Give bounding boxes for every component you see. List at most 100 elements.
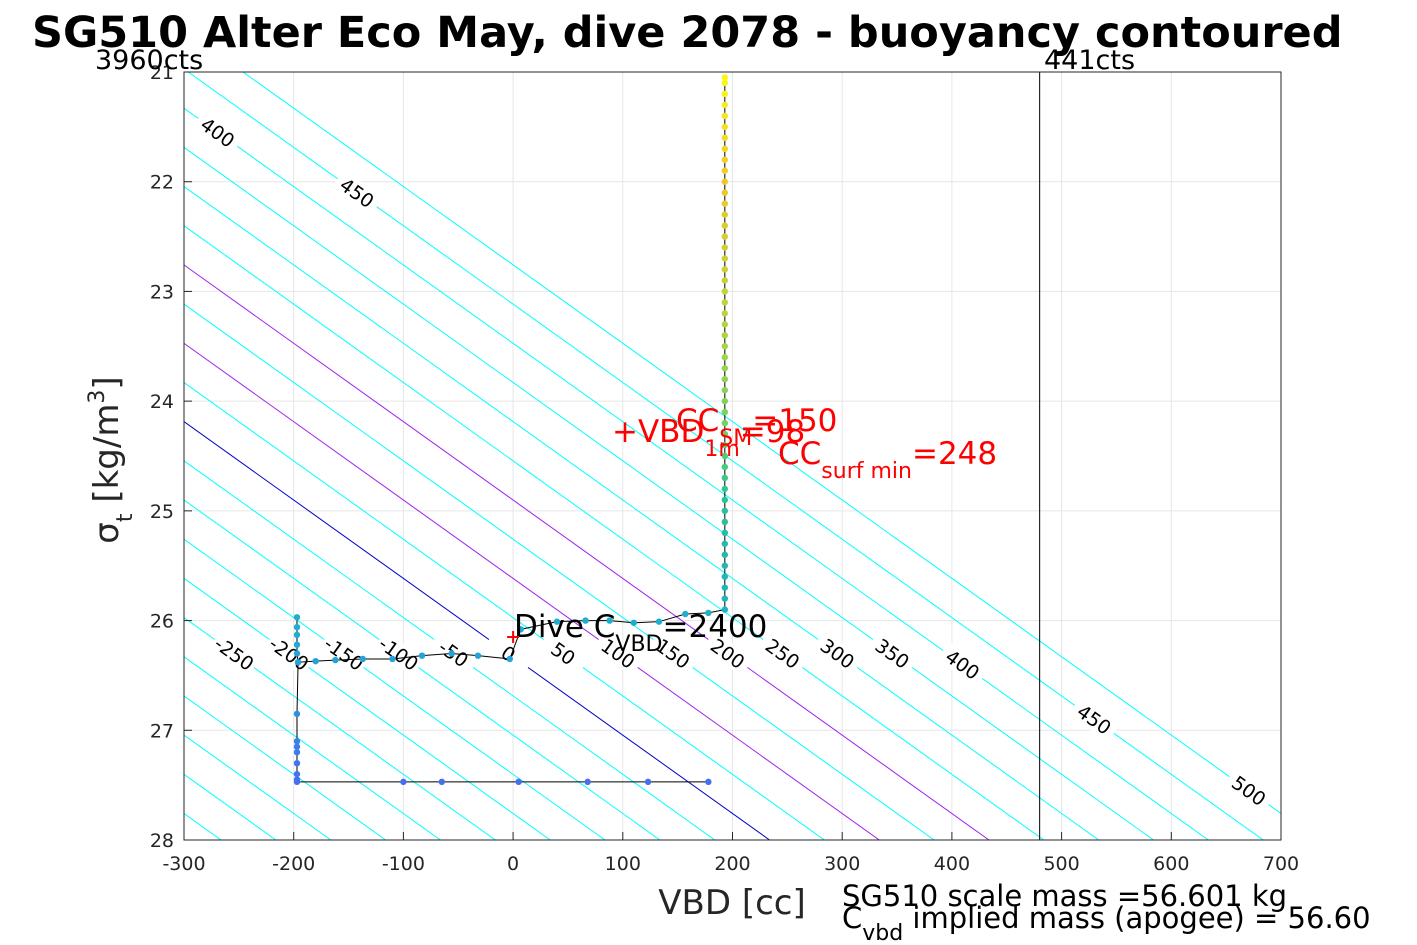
profile-point <box>721 145 729 152</box>
y-tick-label: 25 <box>150 501 174 523</box>
vbd-1m-value: =98 <box>740 414 805 450</box>
contour-label-bg <box>1223 767 1275 814</box>
contour-line <box>184 146 1154 840</box>
contour-label-bg <box>1068 696 1121 743</box>
profile-point <box>721 101 729 109</box>
cc-surf-value: =248 <box>912 436 997 472</box>
dive-c-main: Dive C <box>514 609 615 645</box>
contour-label-bg <box>647 630 699 677</box>
x-tick-label: -200 <box>272 853 315 875</box>
x-tick-label: 300 <box>824 853 860 875</box>
dive-c-vbd-annotation: Dive CVBD=2400 <box>514 609 767 657</box>
vbd-1m-annotation: +VBD1m=98 <box>612 414 805 462</box>
profile-point <box>506 655 514 663</box>
profile-point <box>721 310 729 317</box>
cc-surf-sub: surf min <box>821 459 912 484</box>
profile-point <box>312 657 319 665</box>
contour-line <box>184 381 825 840</box>
profile-point <box>721 255 729 262</box>
y-tick-labels: 21 22 23 24 25 26 27 28 <box>150 62 192 852</box>
profile-point <box>584 778 591 786</box>
y-label-unit: [kg/m <box>87 404 127 514</box>
profile-point <box>293 614 301 621</box>
profile-point <box>293 710 301 718</box>
red-markers <box>507 631 520 644</box>
contour-line <box>184 107 1209 840</box>
contour-label-bg <box>756 630 809 677</box>
contour-label-bg <box>208 630 261 677</box>
profile-point <box>721 354 729 361</box>
profile-point <box>721 419 729 427</box>
contour-label-bg <box>318 630 370 677</box>
contour-line <box>184 616 496 840</box>
profile-point <box>630 619 637 626</box>
dive-c-sub: VBD <box>615 632 662 657</box>
profile-point <box>293 738 301 745</box>
profile-point <box>293 631 301 639</box>
implied-mass-c: C <box>842 901 862 935</box>
profile-point <box>293 749 301 756</box>
y-label-sup: 3 <box>85 390 110 404</box>
profile-point <box>721 573 729 580</box>
profile-point <box>721 321 729 328</box>
y-label-sigma: σ <box>87 522 127 544</box>
profile-point <box>721 408 729 416</box>
profile-point <box>644 778 652 786</box>
contour-label-bg <box>263 630 316 677</box>
scale-mass-label: SG510 scale mass =56.601 kg <box>842 879 1287 913</box>
profile-point <box>721 112 729 120</box>
dive-c-value: =2400 <box>663 609 768 645</box>
profile-point <box>721 376 729 383</box>
profile-point <box>400 778 407 786</box>
cc-sm-annotation: CCSM=150 <box>676 403 837 451</box>
profile-point <box>721 540 729 547</box>
profile-point <box>389 655 396 663</box>
profile-point <box>332 656 339 664</box>
vbd-max-counts-label: 441cts <box>1044 45 1135 76</box>
contour-label-bg <box>811 630 864 677</box>
vbd-min-counts-label: 3960cts <box>95 45 203 76</box>
profile-point <box>721 332 729 339</box>
contour-line <box>184 342 880 840</box>
profile-line <box>296 662 709 783</box>
profile-point <box>721 233 729 240</box>
profile-point <box>721 266 729 273</box>
profile-point <box>721 386 729 394</box>
profile-point <box>438 778 445 786</box>
profile-point <box>721 595 729 602</box>
cc-sm-main: CC <box>676 403 719 439</box>
contour-label-bg <box>537 630 590 677</box>
dive-profile-points <box>293 74 729 786</box>
profile-point <box>721 211 729 218</box>
profile-point <box>293 650 301 657</box>
profile-point <box>721 123 729 131</box>
profile-point <box>721 496 729 504</box>
contour-line <box>184 656 441 840</box>
implied-mass-rest: implied mass (apogee) = 56.60 <box>903 901 1370 935</box>
contour-label-bg <box>191 109 244 156</box>
y-label-close: ] <box>87 376 127 389</box>
y-tick-label: 27 <box>150 720 174 742</box>
contour-line <box>184 421 770 840</box>
x-tick-label: 500 <box>1043 853 1079 875</box>
x-tick-label: 700 <box>1263 853 1299 875</box>
y-tick-label: 26 <box>150 611 174 633</box>
profile-point <box>474 652 482 659</box>
contour-label-bg <box>592 630 645 677</box>
contour-label-bg <box>701 630 754 677</box>
profile-point <box>721 529 729 536</box>
profile-point <box>721 299 729 306</box>
profile-point <box>705 778 712 786</box>
profile-point <box>293 770 301 778</box>
profile-point <box>721 397 729 405</box>
profile-point <box>682 610 689 618</box>
profile-point <box>721 277 729 284</box>
vbd-1m-sub: 1m <box>704 437 739 462</box>
cc-sm-value: =150 <box>752 403 837 439</box>
profile-point <box>606 617 613 624</box>
profile-point <box>721 167 729 174</box>
profile-point <box>721 606 729 613</box>
profile-point <box>553 618 561 625</box>
contour-label-bg <box>372 630 425 677</box>
